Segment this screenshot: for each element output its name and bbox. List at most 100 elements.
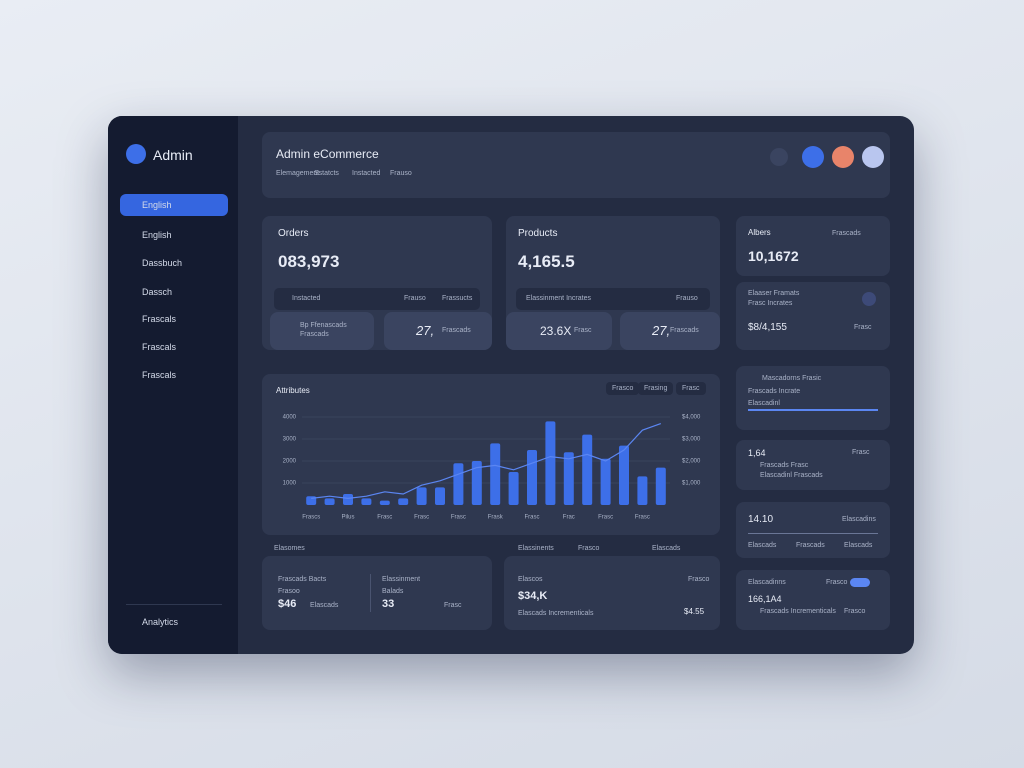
tile-value: 23.6X (540, 324, 572, 338)
tile-text: Frasc (574, 327, 592, 334)
menu-item[interactable]: Dassbuch (142, 258, 183, 268)
products-card: Products 4,165.5 Elassinment Incrates Fr… (506, 216, 720, 350)
summary-sub: Balads (382, 588, 404, 595)
menu-item[interactable]: Frascals (142, 342, 177, 352)
albers-card: Albers 10,1672 Frascads (736, 216, 890, 276)
progress-bar (748, 409, 878, 411)
card-sub: Frascads (832, 230, 861, 237)
detail-side: Frasc (854, 324, 872, 331)
tile-text: Frascads (300, 331, 329, 338)
summary-note: Elascads (310, 602, 339, 609)
card-title: Products (518, 228, 558, 239)
list-card: 1,64 Frasc Frascads Frasc Elascadinl Fra… (736, 440, 890, 490)
chart-title: Attributes (276, 386, 310, 395)
progress-note: Elascadinl (748, 400, 780, 407)
bar (361, 498, 372, 505)
brand: Admin (153, 147, 193, 163)
trend-line (311, 423, 662, 500)
footer-row: Frasco (844, 608, 866, 615)
footer-title: Elascadinns (748, 579, 786, 586)
icon-button[interactable] (862, 146, 884, 168)
crumb: Instacted (352, 170, 381, 177)
progress-card: Mascadorns Frasic Frascads Incrate Elasc… (736, 366, 890, 430)
y-tick-label: 2000 (283, 459, 297, 465)
list-row: Frascads Frasc (760, 462, 809, 469)
summary-title: Elassinment (382, 576, 421, 583)
revenue-card: Elascos Frasco $34,K Elascads Incrementi… (504, 556, 720, 630)
x-tick-label: Frasc (377, 515, 392, 521)
y2-tick-label: $3,000 (682, 437, 701, 443)
chart: 1000 2000 3000 4000 $1,000 $2,000 $3,000 $4,000… (283, 415, 701, 521)
chart-button[interactable]: Frasc (676, 382, 706, 395)
x-tick-label: Frasc (451, 515, 466, 521)
tile-text: Frascads (670, 327, 699, 334)
logo (126, 144, 146, 164)
chart-button[interactable]: Frasco (606, 382, 640, 395)
menu-item[interactable]: English (142, 230, 172, 240)
list-value: 1,64 (748, 448, 766, 458)
range-value: 14.10 (748, 514, 774, 525)
range-side: Elascadins (842, 516, 876, 523)
info: Elassinment Incrates (526, 295, 591, 302)
card-value: 083,973 (278, 252, 340, 271)
list-side: Frasc (852, 449, 870, 456)
tile-value: 27, (416, 323, 435, 338)
revenue-title: Elascos (518, 576, 543, 583)
range-card: 14.10 Elascadins Elascads Frascads Elasc… (736, 502, 890, 558)
icon-button[interactable] (770, 148, 788, 166)
progress-sub: Frascads Incrate (748, 388, 801, 395)
range-label: Elascads (844, 542, 873, 549)
range-track (748, 533, 878, 534)
sidebar: Admin English English Dassbuch Dassch Fr… (108, 116, 238, 654)
crumb: Frauso (390, 170, 412, 177)
tile: 27, Frascads (620, 312, 720, 350)
bar (398, 498, 409, 505)
menu-item[interactable]: English (120, 194, 228, 216)
tile: 23.6X Frasc (506, 312, 612, 350)
section-label: Frasco (578, 545, 600, 552)
detail-card: Elaaser Framats Frasc Incrates $8/4,155 … (736, 282, 890, 350)
bar (545, 421, 556, 505)
y-tick-label: 3000 (283, 437, 297, 443)
section-label: Elasomes (274, 545, 305, 552)
icon-button[interactable] (832, 146, 854, 168)
icon-button[interactable] (802, 146, 824, 168)
revenue-side: Frasco (688, 576, 710, 583)
summary-title: Frascads Bacts (278, 576, 327, 583)
menu-item[interactable]: Frascals (142, 314, 177, 324)
bar (379, 500, 390, 505)
revenue-value: $34,K (518, 590, 548, 602)
toggle[interactable] (850, 578, 870, 587)
orders-card: Orders 083,973 Instacted Frauso Frassuct… (262, 216, 492, 350)
footer-side: Frasco (826, 579, 848, 586)
card-title: Orders (278, 228, 309, 239)
bar (324, 498, 335, 505)
bar (416, 487, 427, 505)
section-label: Elascads (652, 545, 681, 552)
menu-item[interactable]: Frascals (142, 370, 177, 380)
y-tick-label: 1000 (283, 481, 297, 487)
list-row: Elascadinl Frascads (760, 472, 823, 479)
chart-card: Attributes Frasco Frasing Frasc 1000 2000… (262, 374, 720, 535)
menu-item[interactable]: Dassch (142, 287, 173, 297)
detail-line: Frasc Incrates (748, 300, 793, 307)
divider (126, 604, 222, 605)
footer-link[interactable]: Analytics (142, 617, 179, 627)
tile-value: Bp Ffenascads (300, 322, 347, 329)
bar (471, 461, 482, 505)
x-tick-label: Frasc (414, 515, 429, 521)
header: Admin eCommerce Elemagement Sstatcts Ins… (262, 132, 890, 198)
x-tick-label: Frasc (525, 515, 540, 521)
range-label: Elascads (748, 542, 777, 549)
bar (619, 445, 629, 505)
info: Frauso (676, 295, 698, 302)
x-tick-label: Frask (488, 515, 504, 521)
chart-button[interactable]: Frasing (638, 382, 674, 395)
progress-title: Mascadorns Frasic (762, 375, 822, 382)
footer-value: 166,1A4 (748, 594, 782, 604)
y-tick-label: 4000 (283, 415, 297, 421)
tile: 27, Frascads (384, 312, 492, 350)
bar (490, 443, 501, 505)
bar (582, 434, 593, 505)
y2-tick-label: $1,000 (682, 481, 701, 487)
